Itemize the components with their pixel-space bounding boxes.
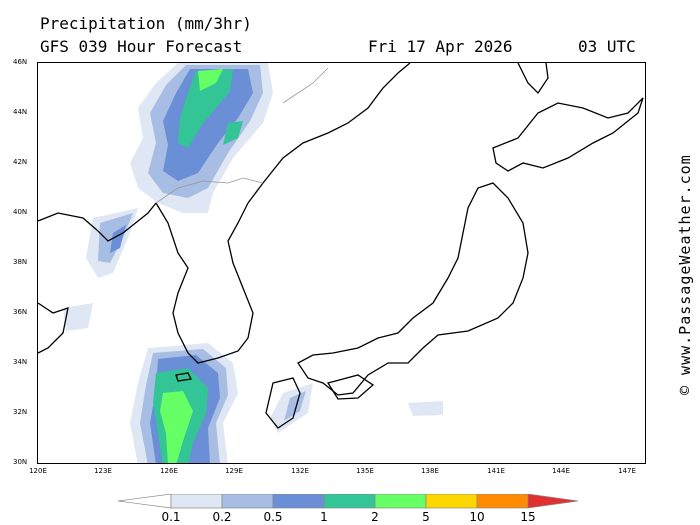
lon-label: 141E [487, 467, 505, 475]
legend-swatch [425, 494, 478, 509]
legend-swatch [374, 494, 427, 509]
lon-label: 138E [421, 467, 439, 475]
precip-band-west [63, 208, 138, 331]
precip-band-south [130, 343, 443, 463]
legend-swatch [272, 494, 325, 509]
legend-label: 15 [520, 510, 536, 524]
lat-label: 34N [13, 358, 28, 366]
legend-label: 10 [469, 510, 485, 524]
legend-label: 0.2 [212, 510, 232, 524]
lat-label: 46N [13, 58, 28, 66]
national-borders [155, 67, 329, 204]
legend-swatch [221, 494, 274, 509]
legend-label: 1 [320, 510, 328, 524]
legend-swatch [323, 494, 376, 509]
lat-label: 40N [13, 208, 28, 216]
map-canvas [38, 63, 644, 463]
lon-label: 147E [618, 467, 636, 475]
legend-swatch [476, 494, 529, 509]
lon-label: 120E [29, 467, 47, 475]
copyright-credit: © www.PassageWeather.com [676, 154, 694, 395]
coastlines [38, 63, 644, 429]
lat-label: 38N [13, 258, 28, 266]
lon-label: 135E [356, 467, 374, 475]
precip-band-north [130, 63, 273, 213]
forecast-date: Fri 17 Apr 2026 [368, 37, 513, 56]
legend-label: 0.5 [263, 510, 283, 524]
lat-label: 30N [13, 458, 28, 466]
lat-label: 42N [13, 158, 28, 166]
forecast-time: 03 UTC [578, 37, 636, 56]
precipitation-map [37, 62, 646, 464]
map-title: Precipitation (mm/3hr) [40, 14, 252, 33]
lon-label: 126E [160, 467, 178, 475]
forecast-model: GFS 039 Hour Forecast [40, 37, 243, 56]
legend-swatch [170, 494, 223, 509]
lon-label: 129E [225, 467, 243, 475]
lon-label: 123E [94, 467, 112, 475]
lat-label: 44N [13, 108, 28, 116]
legend-label: 5 [422, 510, 430, 524]
legend-label: 0.1 [161, 510, 181, 524]
lat-label: 32N [13, 408, 28, 416]
legend-swatch [527, 494, 579, 509]
legend-label: 2 [371, 510, 379, 524]
lon-label: 132E [291, 467, 309, 475]
legend-swatch [118, 494, 172, 509]
precipitation-legend [118, 494, 579, 509]
lat-label: 36N [13, 308, 28, 316]
lon-label: 144E [552, 467, 570, 475]
